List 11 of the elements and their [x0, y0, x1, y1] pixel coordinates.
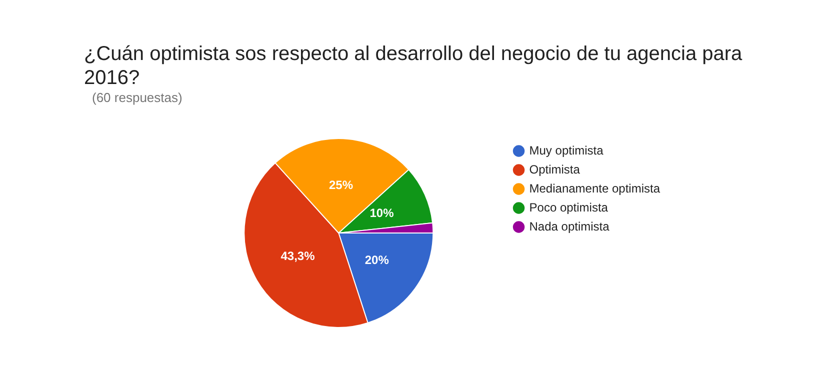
legend-label: Nada optimista — [529, 219, 610, 234]
data-label: 20% — [364, 253, 390, 268]
legend-label: Muy optimista — [529, 143, 604, 158]
data-label: 25% — [328, 178, 354, 192]
chart-title: ¿Cuán optimista sos respecto al desarrollo del negocio de tu agencia para 2016? — [84, 42, 744, 90]
data-label: 10% — [370, 206, 394, 220]
legend-label: Poco optimista — [529, 200, 608, 214]
text: (60 respuestas) — [92, 90, 182, 105]
legend-label: Optimista — [529, 162, 580, 176]
legend-label: Medianamente optimista — [529, 181, 660, 196]
data-label: 43,3% — [280, 248, 316, 263]
